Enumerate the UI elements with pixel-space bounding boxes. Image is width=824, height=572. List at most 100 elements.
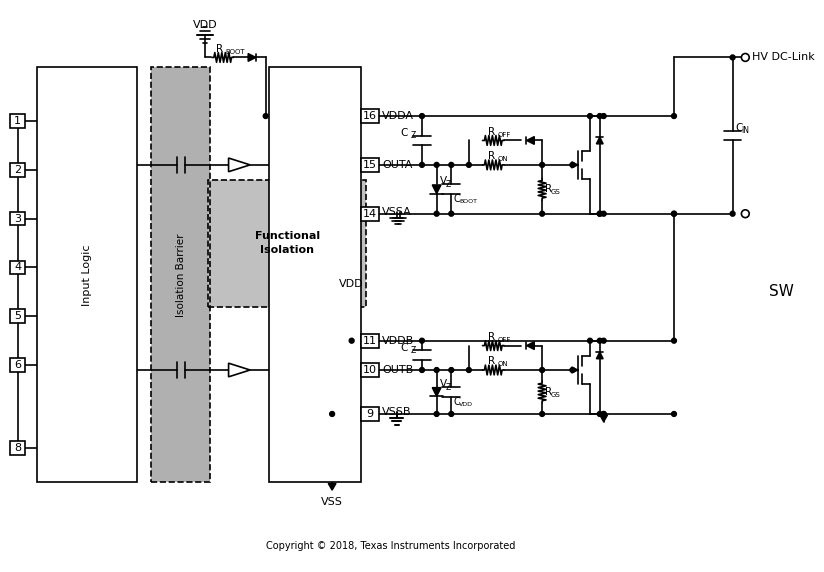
Circle shape [449, 162, 454, 168]
Text: R: R [545, 184, 552, 194]
Polygon shape [433, 185, 441, 194]
Bar [10, 261, 26, 275]
Bar [10, 309, 26, 323]
Text: VSSA: VSSA [382, 206, 412, 217]
Text: 15: 15 [363, 160, 377, 170]
Polygon shape [600, 415, 607, 422]
Text: BOOT: BOOT [226, 49, 246, 54]
Circle shape [672, 211, 677, 216]
Text: GS: GS [551, 189, 560, 195]
Circle shape [602, 338, 606, 343]
Text: OUTA: OUTA [382, 160, 412, 170]
Circle shape [602, 411, 606, 416]
Bar [37, 67, 137, 482]
Text: C: C [736, 123, 743, 133]
Circle shape [597, 338, 602, 343]
Text: 16: 16 [363, 111, 377, 121]
Bar [10, 212, 26, 225]
Circle shape [263, 114, 268, 118]
Bar [10, 163, 26, 177]
Text: VDDA: VDDA [382, 111, 414, 121]
Polygon shape [527, 137, 534, 144]
Text: IN: IN [742, 126, 749, 135]
Text: VDD: VDD [339, 279, 364, 289]
Text: 6: 6 [14, 360, 21, 370]
Polygon shape [597, 352, 603, 359]
Text: Z: Z [410, 346, 415, 355]
Circle shape [730, 211, 735, 216]
Bar [10, 114, 26, 128]
Circle shape [434, 162, 439, 168]
Text: R: R [488, 356, 495, 366]
Text: 11: 11 [363, 336, 377, 345]
Circle shape [588, 114, 592, 118]
Text: 1: 1 [14, 116, 21, 126]
Circle shape [597, 411, 602, 416]
Text: Copyright © 2018, Texas Instruments Incorporated: Copyright © 2018, Texas Instruments Inco… [266, 541, 515, 551]
Text: OFF: OFF [497, 337, 511, 343]
Polygon shape [248, 54, 256, 61]
Text: C: C [400, 128, 408, 138]
Circle shape [540, 368, 545, 372]
Text: R: R [216, 43, 223, 54]
Text: 10: 10 [363, 365, 377, 375]
Polygon shape [433, 388, 441, 396]
Circle shape [419, 338, 424, 343]
Text: VSS: VSS [321, 497, 343, 507]
Circle shape [730, 55, 735, 60]
Text: Isolation: Isolation [260, 245, 314, 255]
Bar [362, 207, 379, 221]
Circle shape [672, 211, 677, 216]
Circle shape [466, 368, 471, 372]
Text: 14: 14 [363, 209, 377, 219]
Circle shape [742, 54, 749, 61]
Circle shape [540, 411, 545, 416]
Text: VDDB: VDDB [382, 336, 414, 345]
Circle shape [570, 162, 575, 168]
Bar [362, 363, 379, 377]
Circle shape [742, 210, 749, 217]
Circle shape [434, 411, 439, 416]
Polygon shape [228, 158, 250, 172]
Polygon shape [597, 137, 603, 144]
Text: GS: GS [551, 392, 560, 398]
Text: C: C [453, 194, 460, 204]
Circle shape [449, 368, 454, 372]
Text: 3: 3 [14, 213, 21, 224]
Circle shape [672, 411, 677, 416]
Polygon shape [228, 363, 250, 377]
Bar [269, 67, 362, 482]
Text: ON: ON [497, 156, 508, 162]
Text: OFF: OFF [497, 132, 511, 138]
Circle shape [597, 211, 602, 216]
Text: Isolation Barrier: Isolation Barrier [176, 233, 185, 316]
Circle shape [602, 114, 606, 118]
Text: R: R [488, 332, 495, 342]
Text: C: C [453, 397, 460, 407]
Text: OUTB: OUTB [382, 365, 413, 375]
Bar [10, 358, 26, 372]
Bar [362, 158, 379, 172]
Text: Input Logic: Input Logic [82, 244, 92, 305]
Circle shape [434, 368, 439, 372]
Circle shape [597, 211, 602, 216]
Circle shape [602, 411, 606, 416]
Text: BOOT: BOOT [459, 200, 477, 205]
Circle shape [419, 114, 424, 118]
Text: 8: 8 [14, 443, 21, 453]
Circle shape [330, 411, 335, 416]
Circle shape [434, 211, 439, 216]
Text: Z: Z [446, 383, 451, 392]
Bar [362, 407, 379, 421]
Text: Z: Z [446, 180, 451, 189]
Text: Functional: Functional [255, 231, 320, 241]
Circle shape [540, 162, 545, 168]
Circle shape [672, 338, 677, 343]
Text: 9: 9 [367, 409, 374, 419]
Circle shape [602, 211, 606, 216]
Circle shape [419, 162, 424, 168]
Circle shape [349, 338, 354, 343]
Bar [362, 334, 379, 348]
Text: 4: 4 [14, 263, 21, 272]
Text: 5: 5 [14, 311, 21, 321]
